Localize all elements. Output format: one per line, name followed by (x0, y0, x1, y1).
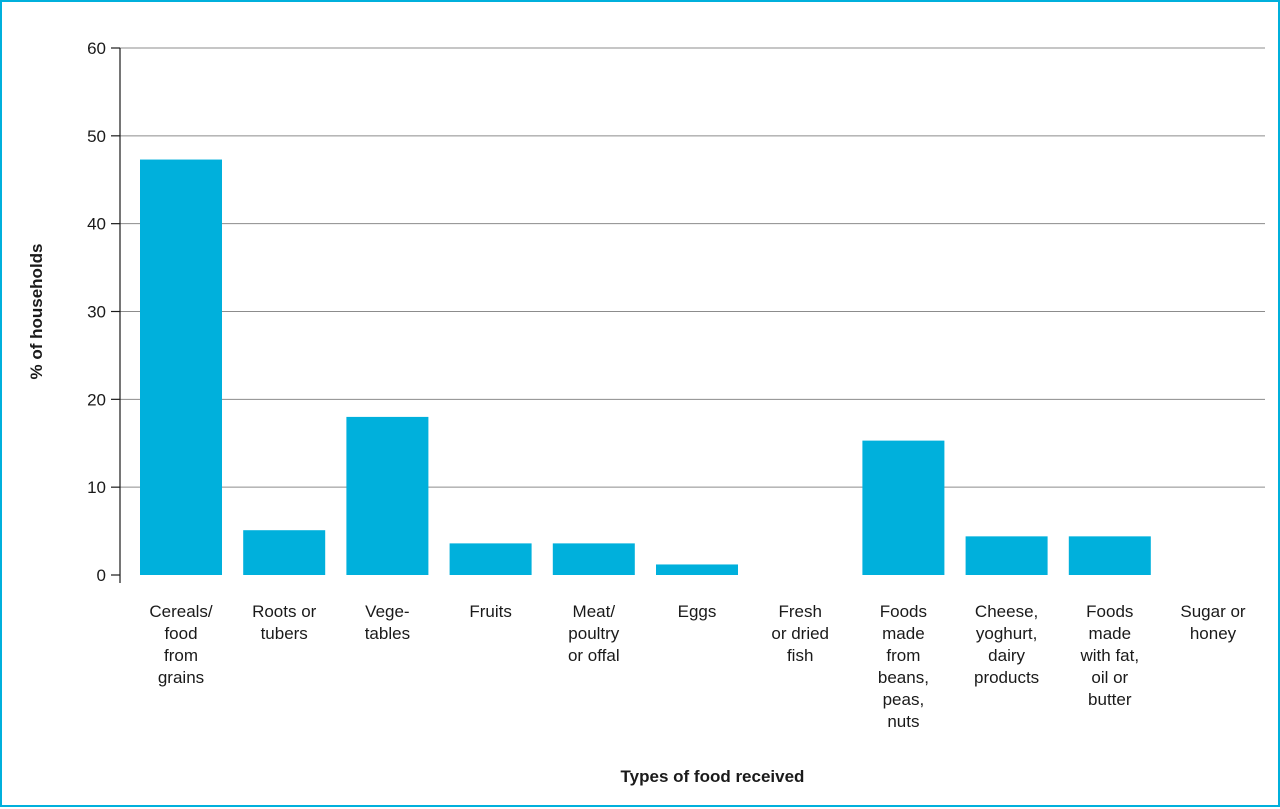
y-tick-label: 30 (87, 303, 106, 322)
category-label: Eggs (678, 602, 717, 621)
bar (449, 543, 532, 575)
x-axis-title: Types of food received (621, 767, 805, 786)
category-label-line: from (886, 646, 920, 665)
y-tick-label: 50 (87, 127, 106, 146)
category-label-line: or offal (568, 646, 620, 665)
category-label-line: fish (787, 646, 813, 665)
category-label-line: Fruits (469, 602, 512, 621)
category-label-line: oil or (1091, 668, 1128, 687)
category-label-line: Eggs (678, 602, 717, 621)
category-label-line: Meat/ (573, 602, 616, 621)
bars (140, 159, 1151, 575)
category-label-line: Foods (1086, 602, 1133, 621)
category-label: Sugar or honey (1180, 602, 1246, 643)
category-label-line: Vege- (365, 602, 409, 621)
category-label-line: beans, (878, 668, 929, 687)
category-labels: Cereals/food from grains Roots or tubers Vege… (149, 602, 1246, 731)
y-tick-label: 40 (87, 215, 106, 234)
category-label-line: poultry (568, 624, 620, 643)
y-tick-label: 0 (97, 566, 106, 585)
category-label-line: or dried (771, 624, 829, 643)
category-label-line: dairy (988, 646, 1025, 665)
axes (111, 47, 121, 583)
category-label: Roots or tubers (252, 602, 317, 643)
category-label-line: tubers (261, 624, 308, 643)
category-label-line: grains (158, 668, 204, 687)
bar (346, 416, 429, 575)
category-label-line: products (974, 668, 1039, 687)
y-tick-label: 10 (87, 478, 106, 497)
category-label-line: with fat, (1080, 646, 1140, 665)
bar (243, 530, 326, 575)
bar (552, 543, 635, 575)
y-axis-title: % of households (27, 244, 46, 380)
category-label: Vege-tables (365, 602, 410, 643)
bar (965, 536, 1048, 575)
category-label-line: yoghurt, (976, 624, 1037, 643)
category-label: Cereals/food from grains (149, 602, 213, 687)
category-label-line: Fresh (778, 602, 821, 621)
category-label-line: from (164, 646, 198, 665)
category-label-line: made (882, 624, 925, 643)
category-label: Foods made from beans, peas, nuts (878, 602, 929, 731)
category-label-line: peas, (883, 690, 925, 709)
category-label-line: nuts (887, 712, 919, 731)
category-label: Meat/poultry or offal (568, 602, 620, 665)
bar (140, 159, 222, 575)
y-tick-label: 20 (87, 390, 106, 409)
category-label-line: Cheese, (975, 602, 1038, 621)
category-label-line: butter (1088, 690, 1132, 709)
bar (656, 564, 738, 575)
y-tick-labels: 0 10 20 30 40 50 60 (87, 39, 106, 585)
category-label-line: Cereals/ (149, 602, 213, 621)
bar (1068, 536, 1151, 575)
category-label: Cheese, yoghurt, dairy products (974, 602, 1039, 687)
category-label-line: food (164, 624, 197, 643)
category-label: Fruits (469, 602, 512, 621)
gridlines (120, 47, 1265, 488)
category-label-line: made (1089, 624, 1132, 643)
category-label: Fresh or dried fish (771, 602, 829, 665)
category-label-line: Sugar or (1180, 602, 1246, 621)
bar (862, 440, 945, 575)
category-label-line: tables (365, 624, 410, 643)
y-tick-label: 60 (87, 39, 106, 58)
category-label: Foods made with fat, oil or butter (1080, 602, 1140, 709)
category-label-line: honey (1190, 624, 1237, 643)
category-label-line: Roots or (252, 602, 317, 621)
category-label-line: Foods (880, 602, 927, 621)
